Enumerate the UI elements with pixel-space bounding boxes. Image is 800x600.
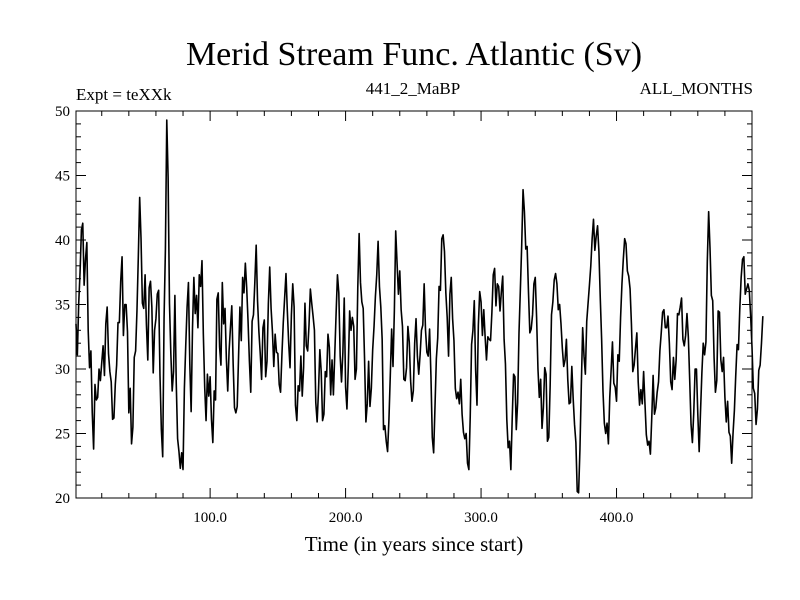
x-tick-label: 200.0 xyxy=(329,510,363,526)
x-axis-ticks xyxy=(101,111,726,498)
y-tick-label: 45 xyxy=(55,169,70,185)
y-tick-label: 20 xyxy=(55,491,70,507)
y-tick-label: 50 xyxy=(55,104,70,120)
x-tick-label: 400.0 xyxy=(600,510,634,526)
y-tick-label: 35 xyxy=(55,298,70,314)
run-label: 441_2_MaBP xyxy=(366,79,460,98)
y-axis-tick-labels: 20 25 30 35 40 45 50 xyxy=(55,104,70,507)
y-tick-label: 40 xyxy=(55,233,70,249)
months-label: ALL_MONTHS xyxy=(640,79,753,98)
y-tick-label: 30 xyxy=(55,362,70,378)
x-axis-tick-labels: 100.0 200.0 300.0 400.0 xyxy=(193,510,633,526)
experiment-label: Expt = teXXk xyxy=(76,85,172,104)
x-tick-label: 300.0 xyxy=(464,510,498,526)
x-axis-label: Time (in years since start) xyxy=(305,532,524,556)
x-tick-label: 100.0 xyxy=(193,510,227,526)
plot-frame xyxy=(75,110,753,499)
series-line xyxy=(75,119,764,494)
y-tick-label: 25 xyxy=(55,427,70,443)
series-group xyxy=(75,119,764,494)
chart-title: Merid Stream Func. Atlantic (Sv) xyxy=(186,36,642,73)
